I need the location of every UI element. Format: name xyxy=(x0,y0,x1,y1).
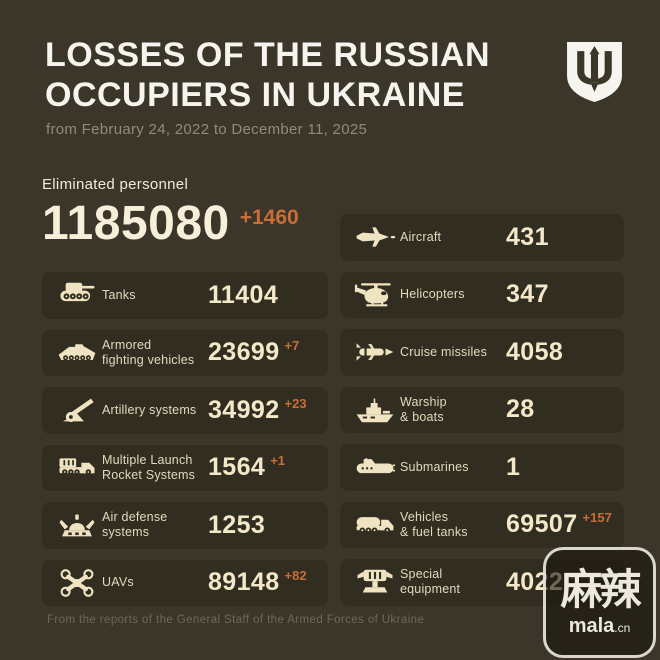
eliminated-personnel-label: Eliminated personnel xyxy=(42,176,189,193)
stat-label: UAVs xyxy=(102,575,134,590)
stat-row-submarines: Submarines 1 xyxy=(340,444,624,491)
stat-row-mlrs: Multiple Launch Rocket Systems 1564 +1 xyxy=(42,444,328,491)
stat-label: Artillery systems xyxy=(102,402,197,417)
stat-value: 11404 xyxy=(208,280,279,309)
stat-value: 1564 xyxy=(208,453,266,482)
eliminated-personnel-delta: +1460 xyxy=(239,206,299,229)
stat-row-aircraft: Aircraft 431 xyxy=(340,214,624,261)
air-defense-icon xyxy=(54,509,100,541)
stat-value: 23699 xyxy=(208,338,280,367)
stat-label: Armored fighting vehicles xyxy=(102,337,195,367)
helicopter-icon xyxy=(352,279,398,311)
stat-label: Multiple Launch Rocket Systems xyxy=(102,452,196,482)
stat-label: Aircraft xyxy=(400,229,442,244)
stat-value: 1253 xyxy=(208,510,266,539)
stat-delta: +1 xyxy=(270,453,286,469)
stat-delta: +23 xyxy=(284,395,307,411)
truck-icon xyxy=(352,509,398,541)
stat-value: 34992 xyxy=(208,395,280,424)
stat-label: Special equipment xyxy=(400,567,461,597)
uav-icon xyxy=(54,567,100,599)
stat-row-helicopters: Helicopters 347 xyxy=(340,271,624,318)
stat-row-tanks: Tanks 11404 xyxy=(42,272,328,319)
date-range: from February 24, 2022 to December 11, 2… xyxy=(46,121,368,138)
artillery-icon xyxy=(54,394,100,426)
stat-value: 89148 xyxy=(208,568,280,597)
stat-label: Vehicles & fuel tanks xyxy=(400,509,468,539)
special-equipment-icon xyxy=(352,566,398,598)
eliminated-personnel-block: Eliminated personnel 1185080 +1460 xyxy=(42,176,299,251)
armored-vehicle-icon xyxy=(54,337,100,369)
mlrs-icon xyxy=(54,452,100,484)
stat-delta: +7 xyxy=(284,338,300,354)
stat-value: 28 xyxy=(506,395,535,424)
stat-row-armored-vehicles: Armored fighting vehicles 23699 +7 xyxy=(42,329,328,376)
stat-label: Helicopters xyxy=(400,287,465,302)
cruise-missile-icon xyxy=(352,336,398,368)
aircraft-icon xyxy=(352,221,398,253)
left-stats-column: Tanks 11404 Armored fighting vehicles 23… xyxy=(42,272,328,606)
stat-row-artillery: Artillery systems 34992 +23 xyxy=(42,387,328,434)
page-title: LOSSES OF THE RUSSIAN OCCUPIERS IN UKRAI… xyxy=(45,36,490,114)
stat-row-warships: Warship & boats 28 xyxy=(340,386,624,433)
eliminated-personnel-value: 1185080 xyxy=(42,197,230,250)
stat-value: 69507 xyxy=(506,510,578,539)
mala-watermark-badge: 麻辣 mala.cn xyxy=(543,547,656,658)
watermark-cjk-text: 麻辣 xyxy=(560,566,641,613)
stat-value: 431 xyxy=(506,222,549,251)
stat-label: Submarines xyxy=(400,459,469,474)
stat-delta: +82 xyxy=(284,568,307,584)
submarine-icon xyxy=(352,451,398,483)
stat-row-uavs: UAVs 89148 +82 xyxy=(42,559,328,606)
stat-value: 1 xyxy=(506,452,521,481)
stat-delta: +157 xyxy=(582,510,612,526)
stat-label: Warship & boats xyxy=(400,394,447,424)
stat-label: Cruise missiles xyxy=(400,344,488,359)
right-stats-column: Aircraft 431 Helicopters 347 xyxy=(340,214,624,606)
stat-value: 4058 xyxy=(506,337,564,366)
source-note: From the reports of the General Staff of… xyxy=(47,614,425,626)
stat-value: 347 xyxy=(506,280,549,309)
stat-row-air-defense: Air defense systems 1253 xyxy=(42,502,328,549)
warship-icon xyxy=(352,394,398,426)
watermark-domain-text: mala.cn xyxy=(568,615,631,637)
stat-label: Tanks xyxy=(102,287,136,302)
tank-icon xyxy=(54,279,100,311)
stat-row-cruise-missiles: Cruise missiles 4058 xyxy=(340,329,624,376)
trident-shield-icon xyxy=(564,40,625,105)
stat-label: Air defense systems xyxy=(102,510,168,540)
stat-row-vehicles: Vehicles & fuel tanks 69507 +157 xyxy=(340,501,624,548)
